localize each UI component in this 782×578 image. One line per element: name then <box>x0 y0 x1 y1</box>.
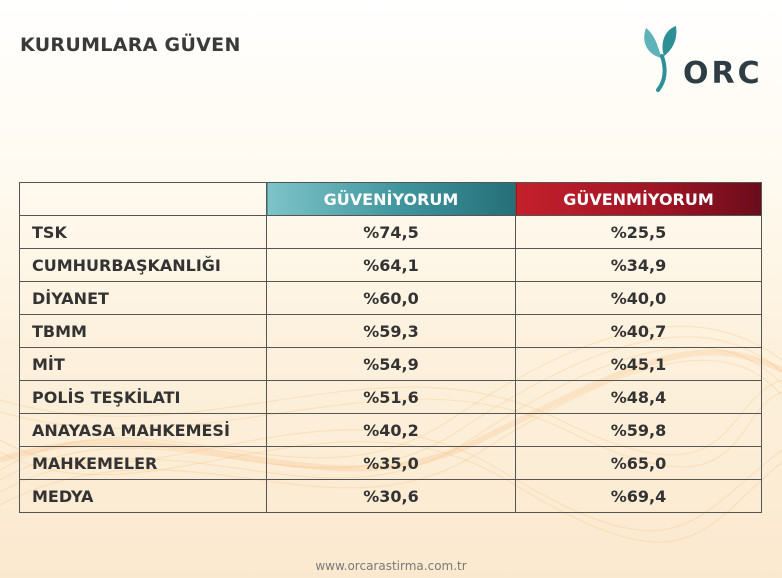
leaf-icon <box>644 28 662 58</box>
page-title: KURUMLARA GÜVEN <box>20 34 241 56</box>
institution-name: POLİS TEŞKİLATI <box>19 380 267 414</box>
table-row: MAHKEMELER %35,0 %65,0 <box>19 446 762 480</box>
trust-value: %54,9 <box>266 347 516 381</box>
trust-value: %60,0 <box>266 281 516 315</box>
distrust-value: %25,5 <box>515 215 762 249</box>
header-blank <box>19 182 267 216</box>
institution-name: MEDYA <box>19 479 267 513</box>
trust-value: %59,3 <box>266 314 516 348</box>
distrust-value: %45,1 <box>515 347 762 381</box>
distrust-value: %65,0 <box>515 446 762 480</box>
table-row: MİT %54,9 %45,1 <box>19 347 762 381</box>
trust-value: %74,5 <box>266 215 516 249</box>
institution-name: ANAYASA MAHKEMESİ <box>19 413 267 447</box>
table-row: CUMHURBAŞKANLIĞI %64,1 %34,9 <box>19 248 762 282</box>
distrust-value: %40,7 <box>515 314 762 348</box>
distrust-value: %40,0 <box>515 281 762 315</box>
trust-value: %30,6 <box>266 479 516 513</box>
orc-logo <box>644 26 677 92</box>
trust-value: %64,1 <box>266 248 516 282</box>
trust-value: %51,6 <box>266 380 516 414</box>
trust-value: %40,2 <box>266 413 516 447</box>
trust-table: GÜVENİYORUM GÜVENMİYORUM TSK %74,5 %25,5… <box>19 182 762 513</box>
table-row: TBMM %59,3 %40,7 <box>19 314 762 348</box>
table-row: POLİS TEŞKİLATI %51,6 %48,4 <box>19 380 762 414</box>
institution-name: MİT <box>19 347 267 381</box>
website-link[interactable]: www.orcarastirma.com.tr <box>315 559 467 573</box>
table-row: ANAYASA MAHKEMESİ %40,2 %59,8 <box>19 413 762 447</box>
table-row: MEDYA %30,6 %69,4 <box>19 479 762 513</box>
table-row: TSK %74,5 %25,5 <box>19 215 762 249</box>
distrust-value: %69,4 <box>515 479 762 513</box>
distrust-value: %59,8 <box>515 413 762 447</box>
header-trust: GÜVENİYORUM <box>266 182 516 216</box>
distrust-value: %34,9 <box>515 248 762 282</box>
distrust-value: %48,4 <box>515 380 762 414</box>
header-distrust: GÜVENMİYORUM <box>515 182 762 216</box>
table-row: DİYANET %60,0 %40,0 <box>19 281 762 315</box>
institution-name: TBMM <box>19 314 267 348</box>
institution-name: CUMHURBAŞKANLIĞI <box>19 248 267 282</box>
trust-value: %35,0 <box>266 446 516 480</box>
institution-name: TSK <box>19 215 267 249</box>
logo-text: ORC <box>683 56 763 91</box>
table-header-row: GÜVENİYORUM GÜVENMİYORUM <box>19 182 762 216</box>
institution-name: MAHKEMELER <box>19 446 267 480</box>
institution-name: DİYANET <box>19 281 267 315</box>
